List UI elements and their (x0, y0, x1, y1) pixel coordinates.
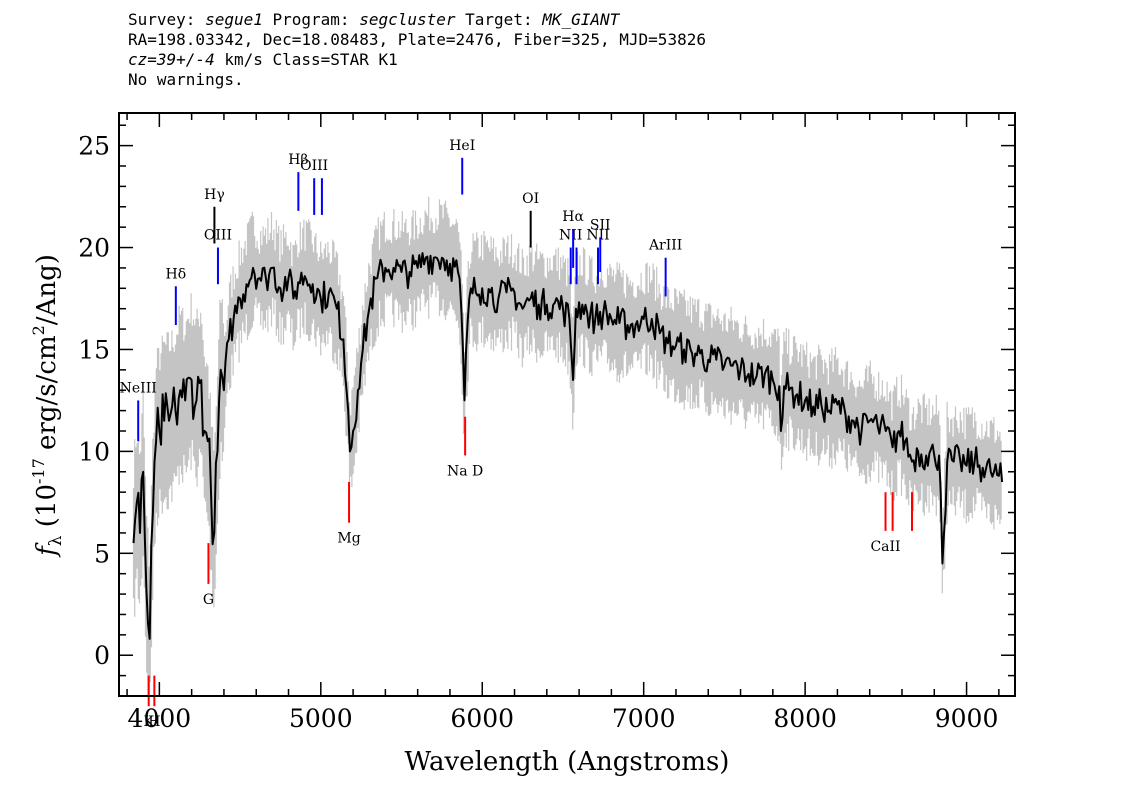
line-marker-label: K (143, 714, 154, 730)
x-axis-ticks: 4000 5000 6000 7000 8000 9000 (126, 113, 1000, 733)
program-prefix: Program: (262, 10, 360, 29)
line-marker-label: HeI (449, 138, 475, 154)
line-marker-label: Hβ (288, 152, 308, 168)
line-marker-label: NII (559, 228, 582, 244)
spectrum-header: Survey: segue1 Program: segcluster Targe… (128, 10, 706, 90)
line-marker-label: CaII (870, 539, 900, 555)
flux-line (132, 252, 1004, 640)
line-marker-label: ArIII (648, 238, 682, 254)
line-marker-label: SII (590, 217, 611, 233)
y-axis-title-part3: /Ang) (32, 254, 62, 325)
y-tick-label: 20 (78, 234, 110, 263)
plot-frame (118, 112, 1016, 697)
y-tick-label: 5 (94, 539, 110, 568)
x-tick-label: 6000 (450, 704, 514, 733)
y-tick-label: 0 (94, 641, 110, 670)
line-marker-label: OIII (204, 228, 232, 244)
target-name: MK_GIANT (542, 10, 620, 29)
survey-prefix: Survey: (128, 10, 206, 29)
survey-name: segue1 (205, 10, 263, 29)
y-axis-title-part1: (10 (32, 484, 62, 536)
line-marker-label: Mg (337, 531, 360, 547)
line-marker-label: NeIII (120, 380, 157, 396)
line-marker-label: OI (522, 191, 539, 207)
line-marker-label: H (148, 714, 160, 730)
y-tick-label: 25 (78, 132, 110, 161)
line-marker-label: Hγ (204, 187, 225, 203)
spectral-line-markers: NeIIIHδHγOIIIHβOIIIHeIOINIIHαNIISIIArIII… (120, 138, 914, 730)
x-tick-label: 4000 (128, 704, 192, 733)
flux-series-layer (132, 252, 1004, 640)
header-line-warnings: No warnings. (128, 70, 244, 89)
x-axis-title: Wavelength (Angstroms) (405, 747, 730, 777)
y-tick-label: 15 (78, 335, 110, 364)
flux-error-strokes (132, 196, 1002, 696)
line-marker-label: Na D (447, 463, 483, 479)
line-marker-label: G (203, 592, 214, 608)
y-axis-title-exponent2: 2 (29, 325, 48, 335)
x-tick-label: 8000 (773, 704, 837, 733)
flux-error-band (132, 196, 1002, 696)
x-tick-label: 5000 (289, 704, 353, 733)
y-axis-title-part2: erg/s/cm (32, 335, 62, 458)
y-axis-title-subscript: λ (46, 535, 66, 546)
line-marker-label: Hα (562, 209, 584, 225)
line-marker-label: Hδ (166, 266, 187, 282)
header-line-coords: RA=198.03342, Dec=18.08483, Plate=2476, … (128, 30, 706, 49)
class-text: km/s Class=STAR K1 (214, 50, 398, 69)
target-prefix: Target: (455, 10, 543, 29)
header-line-survey: Survey: segue1 Program: segcluster Targe… (128, 10, 706, 30)
line-marker-label: OIII (300, 158, 328, 174)
header-line-redshift: cz=39+/-4 km/s Class=STAR K1 (128, 50, 706, 70)
y-axis-ticks: 0 5 10 15 20 25 (78, 124, 1015, 677)
y-axis-title-exponent: -17 (29, 458, 48, 484)
redshift-value: cz=39+/-4 (128, 50, 215, 69)
y-tick-label: 10 (78, 437, 110, 466)
line-marker-label: NII (586, 228, 609, 244)
x-tick-label: 9000 (935, 704, 999, 733)
y-axis-title: fλ (10-17 erg/s/cm2/Ang) (29, 254, 66, 558)
x-tick-label: 7000 (612, 704, 676, 733)
program-name: segcluster (359, 10, 456, 29)
